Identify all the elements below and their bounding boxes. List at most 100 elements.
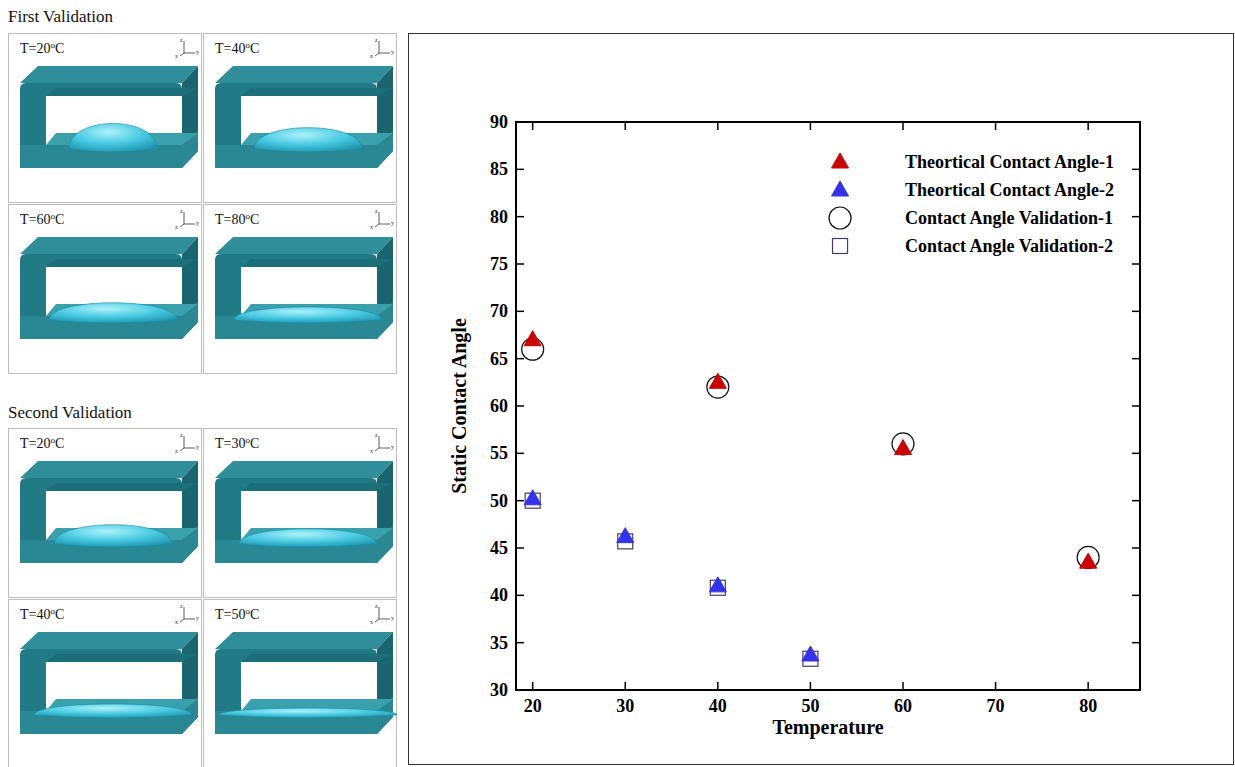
y-tick [516, 595, 524, 597]
axis-triad: zyx [370, 603, 394, 625]
figure: First ValidationT=20oCzyxT=40oCzyxT=60oC… [0, 0, 1235, 767]
triad-label: x [175, 224, 178, 230]
circle-marker [1077, 546, 1099, 568]
panel-label: T=80oC [215, 211, 259, 227]
x-tick [717, 682, 719, 690]
label-part: T=80 [215, 212, 245, 227]
triad-line [379, 607, 380, 619]
x-tick [532, 122, 534, 130]
y-tick [516, 547, 524, 549]
x-tick [995, 122, 997, 130]
triad-line [379, 41, 380, 53]
triad-label: z [375, 603, 378, 609]
droplet [254, 128, 362, 152]
label-part: C [55, 436, 64, 451]
triad-label: y [391, 49, 394, 55]
channel-inner-top [46, 654, 198, 662]
triad-line [375, 224, 379, 227]
axes: 3035404550556065707580859020304050607080… [448, 112, 1140, 739]
triad-label: x [370, 224, 373, 230]
panel-frame [9, 429, 202, 598]
triad-line [379, 212, 380, 224]
x-tick [624, 122, 626, 130]
y-tick [516, 689, 524, 691]
x-tick-label: 60 [894, 696, 912, 716]
triad-label: x [175, 53, 178, 59]
x-tick [810, 682, 812, 690]
y-tick [516, 311, 524, 313]
droplet [54, 525, 172, 547]
triad-line [375, 53, 379, 56]
axis-triad: zyx [175, 208, 199, 230]
triad-label: z [375, 37, 378, 43]
triangle-marker [802, 646, 819, 661]
y-tick-label: 30 [490, 680, 508, 700]
panel-frame [9, 34, 202, 203]
series [522, 338, 1099, 568]
legend-label: Contact Angle Validation-2 [905, 236, 1113, 256]
validation-group: Second ValidationT=20oCzyxT=30oCzyxT=40o… [8, 403, 397, 767]
label-part: T=20 [20, 41, 50, 56]
axis-triad: zyx [370, 432, 394, 454]
triad-label: y [196, 615, 199, 621]
y-tick [516, 263, 524, 265]
channel-inner-top [241, 654, 393, 662]
label-part: T=40 [215, 41, 245, 56]
channel-top [215, 237, 393, 254]
chart-box [409, 34, 1234, 765]
triad-line [180, 448, 184, 451]
legend-marker [833, 239, 848, 254]
triad-line [379, 448, 390, 449]
y-tick [516, 169, 524, 171]
channel-floor [215, 526, 393, 563]
droplet [69, 124, 157, 153]
triad-label: z [180, 37, 183, 43]
label-part: T=40 [20, 607, 50, 622]
panel-label: T=60oC [20, 211, 64, 227]
label-part: C [55, 212, 64, 227]
y-tick-label: 80 [490, 207, 508, 227]
triad-label: x [370, 448, 373, 454]
y-tick-label: 35 [490, 633, 508, 653]
label-part: T=30 [215, 436, 245, 451]
triad-label: y [196, 220, 199, 226]
panel: T=50oCzyx [204, 600, 398, 767]
x-tick [1087, 682, 1089, 690]
x-tick [624, 682, 626, 690]
y-tick [1132, 405, 1140, 407]
y-tick-label: 60 [490, 396, 508, 416]
triangle-marker [709, 373, 726, 388]
x-tick [995, 682, 997, 690]
y-tick-label: 55 [490, 443, 508, 463]
triad-label: y [391, 615, 394, 621]
triad-line [184, 436, 185, 448]
label-part: C [55, 41, 64, 56]
triad-label: y [196, 444, 199, 450]
y-axis-title: Static Contact Angle [448, 318, 471, 494]
panel: T=20oCzyx [9, 429, 202, 598]
axis-triad: zyx [175, 432, 199, 454]
triad-line [184, 212, 185, 224]
y-tick [1132, 121, 1140, 123]
x-tick-label: 20 [524, 696, 542, 716]
axis-triad: zyx [175, 37, 199, 59]
triad-label: z [180, 603, 183, 609]
axis-triad: z y x [175, 603, 199, 625]
channel-inner-top [241, 88, 393, 96]
triangle-marker [709, 577, 726, 592]
panel-frame [204, 205, 397, 374]
channel-floor [20, 697, 198, 734]
x-tick-label: 70 [987, 696, 1005, 716]
label-part: C [55, 607, 64, 622]
y-tick [1132, 547, 1140, 549]
group-title: First Validation [8, 7, 113, 26]
triangle-marker [617, 528, 634, 543]
triad-label: x [175, 619, 178, 625]
triad-label: y [391, 444, 394, 450]
triad-line [375, 619, 379, 622]
triad-line [184, 53, 195, 54]
axis-triad: zyx [370, 37, 394, 59]
y-tick-label: 75 [490, 254, 508, 274]
droplet [219, 708, 397, 718]
channel-top [20, 66, 198, 83]
